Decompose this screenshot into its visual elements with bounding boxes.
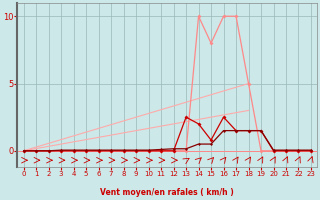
X-axis label: Vent moyen/en rafales ( km/h ): Vent moyen/en rafales ( km/h ) xyxy=(100,188,234,197)
